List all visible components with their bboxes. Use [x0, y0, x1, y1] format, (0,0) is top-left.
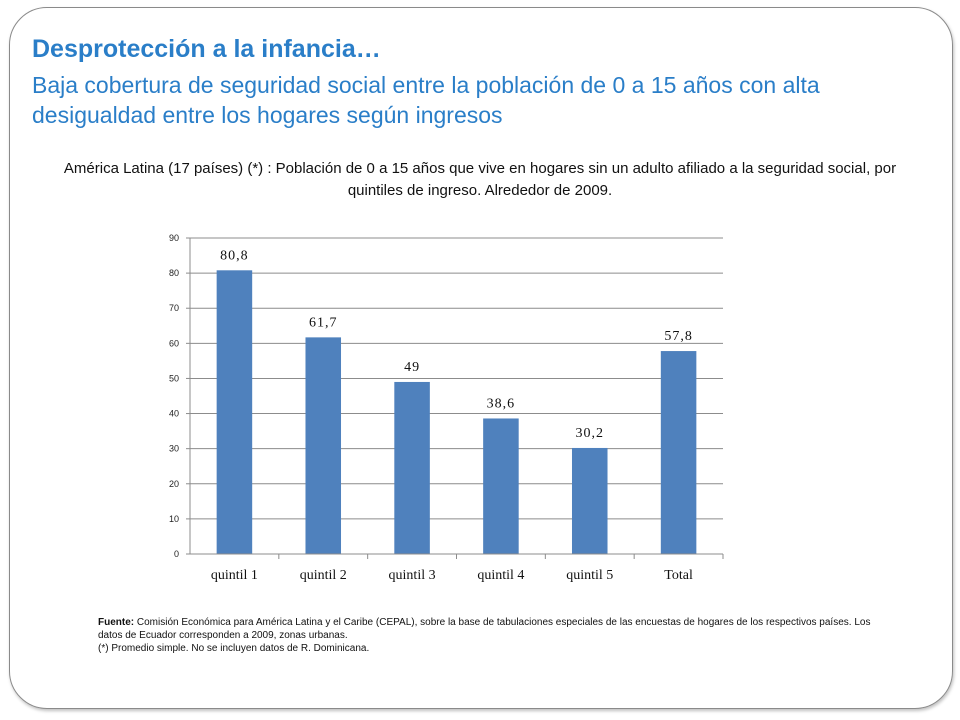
data-label: 61,7: [309, 315, 338, 330]
slide-title: Desprotección a la infancia…: [32, 35, 381, 63]
x-category-label: quintil 1: [211, 568, 258, 583]
bar: [571, 447, 608, 554]
data-label: 80,8: [220, 248, 249, 263]
bar: [305, 337, 342, 554]
source-label: Fuente:: [98, 617, 135, 628]
y-tick-label: 80: [169, 268, 179, 278]
x-category-label: Total: [664, 568, 693, 583]
chart-caption: América Latina (17 países) (*) : Poblaci…: [63, 160, 897, 199]
y-tick-label: 40: [169, 409, 179, 419]
x-category-label: quintil 4: [477, 568, 524, 583]
y-tick-label: 10: [169, 514, 179, 524]
bar: [216, 270, 253, 554]
data-label: 49: [404, 360, 420, 375]
y-tick-label: 20: [169, 479, 179, 489]
y-tick-label: 70: [169, 303, 179, 313]
source-note: Fuente: Comisión Económica para América …: [98, 616, 888, 642]
y-tick-label: 60: [169, 338, 179, 348]
data-label: 38,6: [487, 396, 516, 411]
data-label: 57,8: [664, 329, 693, 344]
x-category-label: quintil 5: [566, 568, 613, 583]
slide-subtitle: Baja cobertura de seguridad social entre…: [32, 72, 820, 128]
slide-frame: [9, 7, 953, 709]
x-category-label: quintil 3: [389, 568, 436, 583]
x-category-label: quintil 2: [300, 568, 347, 583]
footnote: Fuente: Comisión Económica para América …: [98, 616, 888, 655]
source-text: Comisión Económica para América Latina y…: [98, 617, 871, 641]
y-tick-label: 0: [174, 549, 179, 559]
bar: [394, 381, 430, 554]
data-label: 30,2: [576, 426, 605, 441]
y-tick-label: 30: [169, 444, 179, 454]
y-tick-label: 90: [169, 233, 179, 243]
average-note: (*) Promedio simple. No se incluyen dato…: [98, 643, 370, 654]
bar: [483, 418, 519, 554]
y-tick-label: 50: [169, 373, 179, 383]
bar: [660, 351, 697, 554]
